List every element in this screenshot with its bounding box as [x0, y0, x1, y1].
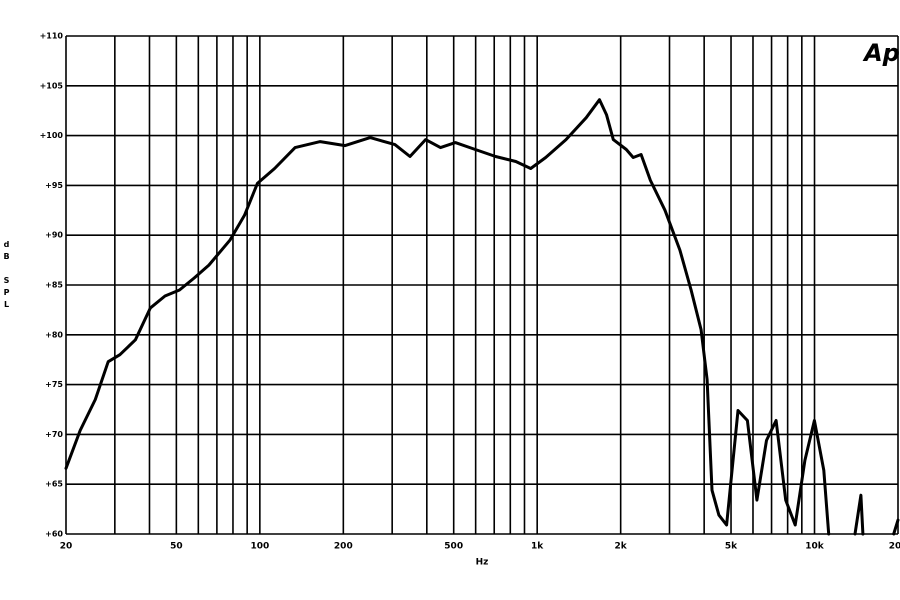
x-tick-label: 5k	[725, 542, 738, 552]
y-tick-label: +75	[45, 380, 63, 389]
y-tick-label: +60	[45, 530, 63, 539]
y-tick-label: +95	[45, 181, 63, 190]
x-tick-label: 1k	[531, 542, 544, 552]
x-tick-label: 10k	[805, 542, 825, 552]
y-tick-label: +100	[40, 131, 64, 140]
logo: Ap	[862, 39, 900, 67]
y-tick-label: +90	[45, 231, 63, 240]
response-line	[64, 98, 900, 536]
y-tick-label: +70	[45, 430, 63, 439]
y-axis-label: dB SPL	[2, 240, 11, 312]
y-tick-label: +85	[45, 281, 63, 290]
y-tick-label: +105	[40, 81, 64, 90]
x-tick-label: 20k	[889, 542, 900, 552]
y-tick-label: +80	[45, 330, 63, 339]
x-tick-label: 20	[60, 542, 73, 552]
y-tick-label: +65	[45, 480, 63, 489]
x-tick-label: 50	[170, 542, 183, 552]
y-tick-label: +110	[40, 32, 64, 41]
x-tick-label: 500	[444, 542, 463, 552]
x-tick-label: 200	[334, 542, 353, 552]
x-tick-label: 2k	[615, 542, 628, 552]
x-tick-label: 100	[250, 542, 269, 552]
x-axis-label: Hz	[476, 558, 489, 568]
